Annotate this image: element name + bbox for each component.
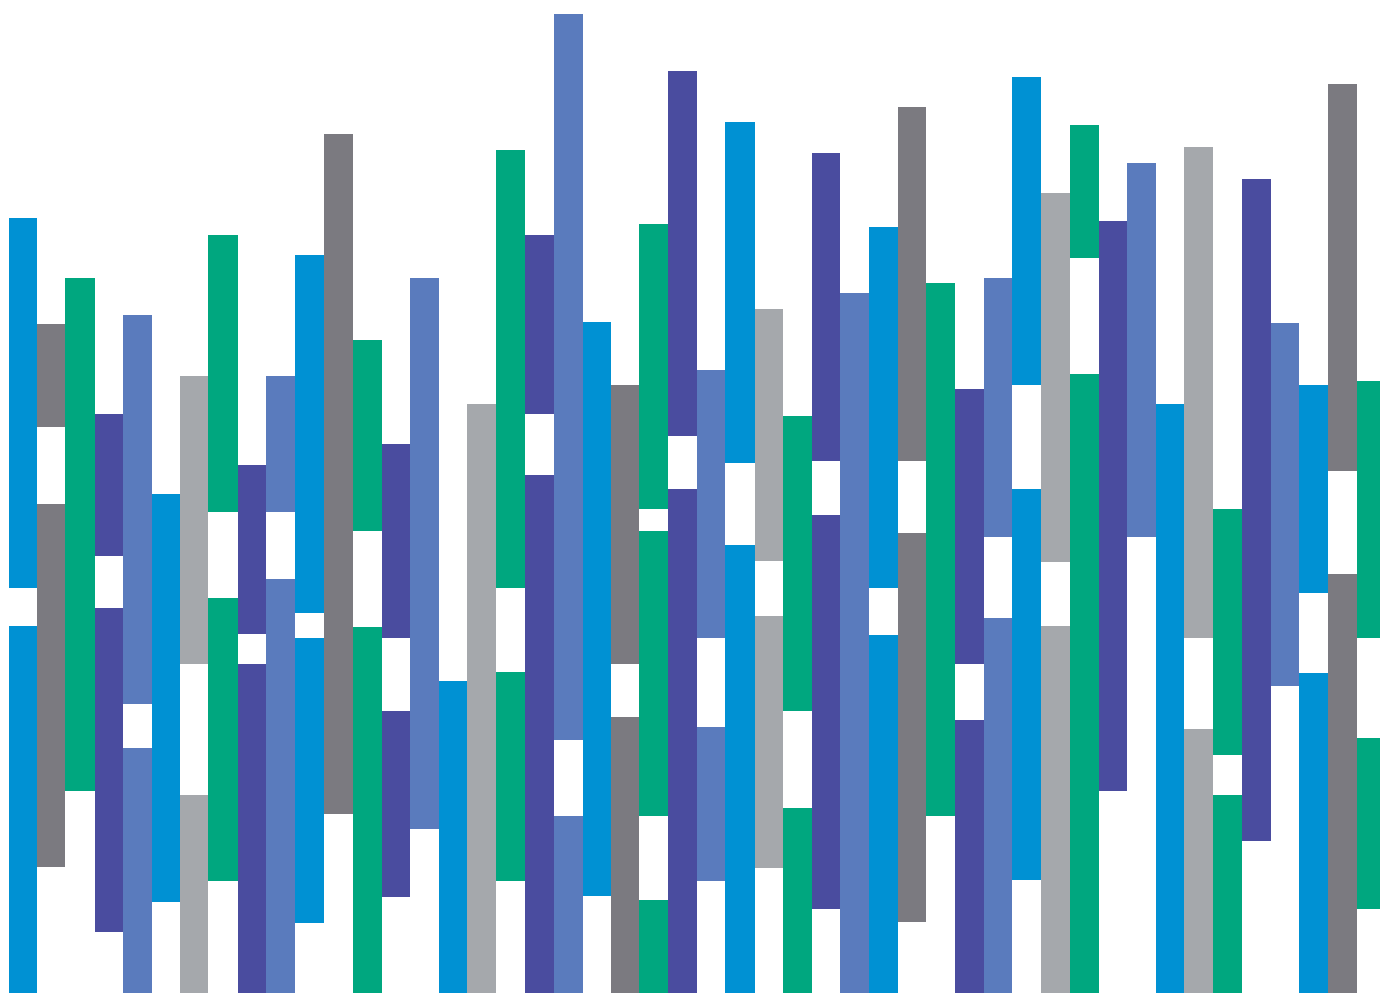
stripe-green [1213, 509, 1242, 755]
stripe-indigo [382, 444, 410, 638]
stripe-green [1213, 795, 1242, 993]
stripe-indigo [95, 414, 123, 556]
stripe-blue [9, 626, 37, 993]
stripe-green [208, 598, 238, 881]
stripe-indigo [238, 664, 266, 993]
stripe-green [783, 416, 812, 711]
stripe-silver [755, 616, 783, 868]
stripe-green [639, 224, 668, 509]
stripe-silver [1041, 626, 1070, 993]
stripe-periwinkle [984, 618, 1012, 993]
stripe-indigo [95, 608, 123, 932]
stripe-periwinkle [697, 727, 725, 881]
stripe-indigo [1242, 179, 1271, 841]
stripe-periwinkle [123, 748, 152, 993]
stripe-periwinkle [1271, 323, 1299, 686]
stripe-blue [725, 122, 755, 463]
stripe-green [1070, 125, 1099, 258]
stripe-blue [583, 322, 611, 896]
stripe-gray [37, 504, 65, 867]
stripe-periwinkle [266, 376, 295, 512]
stripe-silver [1184, 729, 1213, 993]
stripe-indigo [955, 720, 984, 993]
stripe-blue [1299, 673, 1328, 993]
bars-layer [9, 14, 1380, 993]
stripe-blue [869, 635, 898, 993]
stripe-periwinkle [266, 579, 295, 993]
stripe-blue [9, 218, 37, 588]
stripe-green [926, 283, 955, 816]
stripe-blue [869, 227, 898, 588]
stripe-blue [725, 545, 755, 993]
stripe-indigo [238, 465, 266, 634]
stripe-gray [611, 385, 639, 664]
stripe-periwinkle [410, 278, 439, 829]
stripe-green [353, 340, 382, 531]
stripe-green [1070, 374, 1099, 993]
stripe-blue [1299, 385, 1328, 593]
stripe-indigo [525, 235, 554, 414]
stripe-silver [1041, 193, 1070, 562]
stripe-indigo [1099, 221, 1127, 791]
stripe-gray [1328, 574, 1357, 993]
stripe-gray [1328, 84, 1357, 471]
stripe-periwinkle [1127, 163, 1156, 537]
stripe-periwinkle [840, 293, 869, 993]
stripe-gray [324, 134, 353, 814]
stripe-periwinkle [554, 816, 583, 993]
stripe-green [1357, 381, 1380, 638]
stripe-green [496, 150, 525, 588]
stripe-green [353, 627, 382, 993]
stripe-blue [1012, 489, 1041, 880]
stripe-blue [1012, 77, 1041, 385]
stripe-indigo [955, 389, 984, 664]
stripe-blue [152, 494, 180, 902]
stripe-gray [898, 107, 926, 461]
stripe-green [639, 531, 668, 816]
stripe-green [783, 808, 812, 993]
stripe-gray [898, 533, 926, 922]
stripe-green [65, 278, 95, 791]
stripe-periwinkle [123, 315, 152, 704]
stripe-gray [37, 324, 65, 427]
stripe-periwinkle [984, 278, 1012, 537]
stripe-blue [439, 681, 467, 993]
stripe-green [1357, 738, 1380, 909]
stripe-silver [755, 309, 783, 561]
stripe-indigo [668, 489, 697, 993]
stripe-silver [180, 376, 208, 664]
stripe-blue [295, 255, 324, 613]
stripe-silver [467, 404, 496, 993]
stripe-periwinkle [697, 370, 725, 638]
stripe-blue [1156, 404, 1184, 993]
stripe-blue [295, 638, 324, 923]
stripe-indigo [382, 711, 410, 897]
stripe-indigo [812, 515, 840, 909]
stripe-indigo [668, 71, 697, 436]
stripe-green [639, 900, 668, 993]
stripe-silver [1184, 147, 1213, 638]
stripe-indigo [525, 475, 554, 993]
stripe-green [208, 235, 238, 512]
stripe-indigo [812, 153, 840, 461]
stripe-green [496, 672, 525, 881]
stripe-periwinkle [554, 14, 583, 740]
stripe-silver [180, 795, 208, 993]
stripe-gray [611, 717, 639, 993]
